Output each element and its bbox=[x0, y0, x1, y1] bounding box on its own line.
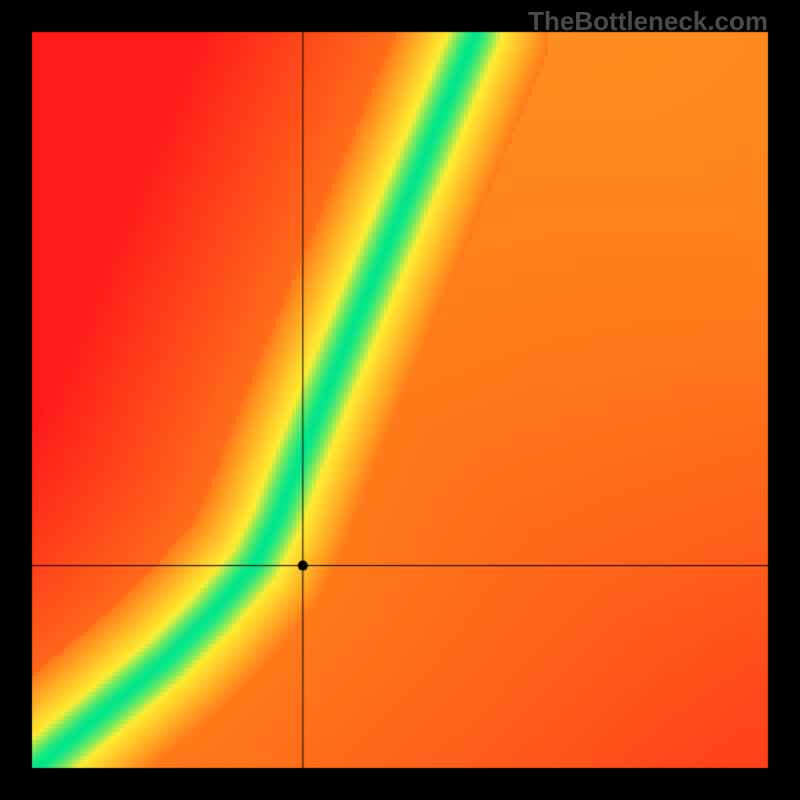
chart-container: TheBottleneck.com bbox=[0, 0, 800, 800]
watermark-text: TheBottleneck.com bbox=[528, 6, 768, 37]
heatmap-canvas bbox=[0, 0, 800, 800]
